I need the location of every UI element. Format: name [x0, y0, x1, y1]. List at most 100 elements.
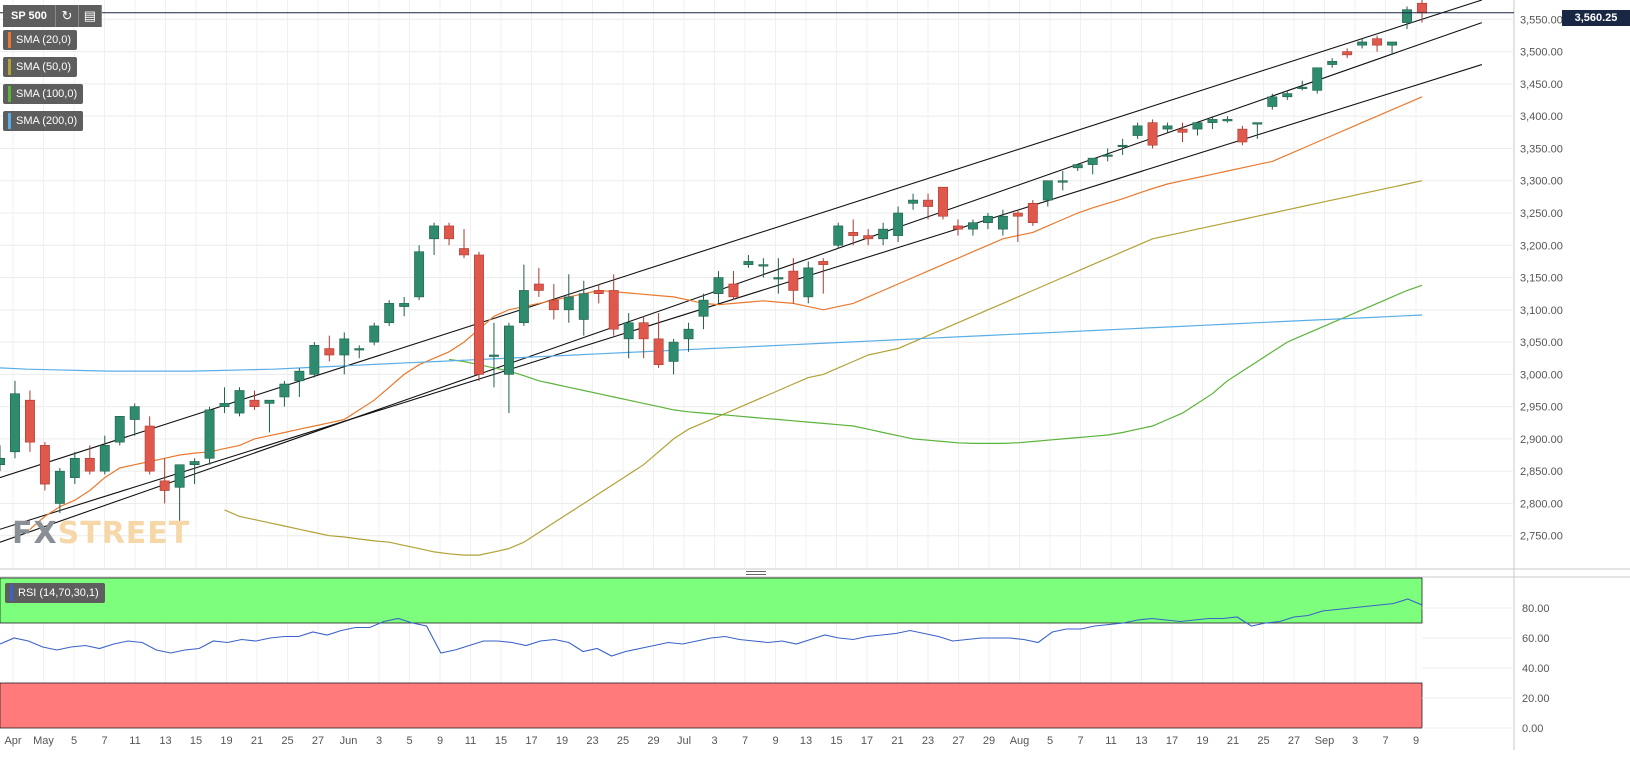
price-tick-label: 3,450.00 — [1520, 79, 1563, 91]
date-tick-label: 3 — [376, 735, 382, 747]
date-tick-label: 27 — [1288, 735, 1300, 747]
candle-body — [1177, 128, 1188, 133]
legend-swatch-sma-200 — [8, 113, 11, 129]
watermark-part2: STREET — [57, 516, 191, 551]
price-tick-label: 2,750.00 — [1520, 531, 1563, 543]
date-tick-label: May — [33, 735, 54, 747]
date-tick-label: 27 — [312, 735, 324, 747]
candle-body — [1282, 93, 1293, 98]
candle-body — [1042, 180, 1053, 201]
refresh-icon[interactable]: ↻ — [55, 5, 79, 27]
price-tick-label: 2,800.00 — [1520, 498, 1563, 510]
candle-body — [114, 416, 125, 443]
candle-body — [578, 293, 589, 320]
legend-sma-20[interactable]: SMA (20,0) — [3, 30, 78, 50]
date-tick-label: 17 — [525, 735, 537, 747]
panel-resize-handle[interactable] — [746, 569, 766, 576]
date-tick-label: 21 — [1227, 735, 1239, 747]
candle-body — [728, 283, 739, 298]
date-tick-label: 9 — [772, 735, 778, 747]
price-tick-label: 3,500.00 — [1520, 47, 1563, 59]
rsi-swatch — [10, 585, 13, 601]
price-tick-label: 3,050.00 — [1520, 337, 1563, 349]
symbol-label[interactable]: SP 500 — [3, 5, 56, 27]
candle-body — [638, 322, 649, 340]
candle-body — [99, 445, 110, 472]
date-tick-label: 25 — [1257, 735, 1269, 747]
date-tick-label: 11 — [465, 735, 476, 747]
rsi-tick-label: 60.00 — [1522, 633, 1550, 645]
legend-swatch-sma-20 — [8, 32, 11, 48]
legend-label-sma-50: SMA (50,0) — [16, 61, 72, 73]
candle-body — [623, 322, 634, 340]
candle-body — [1222, 119, 1233, 122]
price-tick-label: 2,850.00 — [1520, 466, 1563, 478]
candle-body — [234, 390, 245, 414]
date-tick-label: 15 — [830, 735, 842, 747]
candle-body — [294, 370, 305, 382]
date-tick-label: 17 — [1166, 735, 1178, 747]
candle-body — [1147, 122, 1158, 146]
candle-body — [908, 199, 919, 204]
date-tick-label: 23 — [586, 735, 598, 747]
price-tick-label: 2,950.00 — [1520, 402, 1563, 414]
candle-body — [982, 215, 993, 223]
candle-body — [249, 399, 260, 407]
date-tick-label: 9 — [437, 735, 443, 747]
candle-body — [1372, 38, 1383, 46]
date-tick-label: 25 — [617, 735, 629, 747]
candle-body — [1417, 2, 1427, 14]
candle-body — [833, 225, 844, 246]
candle-body — [1402, 9, 1412, 23]
date-tick-label: 25 — [281, 735, 293, 747]
rsi-line — [0, 598, 1423, 657]
date-tick-label: 7 — [1382, 735, 1388, 747]
candle-body — [1102, 154, 1113, 157]
candle-body — [354, 348, 365, 351]
date-tick-label: 15 — [190, 735, 202, 747]
rsi-legend[interactable]: RSI (14,70,30,1) — [5, 583, 105, 603]
candle-body — [459, 248, 469, 256]
bar-chart-icon[interactable]: ▤ — [78, 5, 102, 27]
legend-sma-200[interactable]: SMA (200,0) — [3, 111, 84, 131]
candle-body — [144, 425, 155, 472]
candle-body — [0, 457, 5, 466]
candle-body — [533, 283, 544, 291]
legend-label-sma-100: SMA (100,0) — [16, 88, 78, 100]
candle-body — [953, 225, 963, 230]
candle-body — [997, 215, 1008, 230]
legend-sma-50[interactable]: SMA (50,0) — [3, 57, 78, 77]
candle-body — [1162, 125, 1173, 130]
candle-body — [893, 212, 904, 236]
price-tick-label: 3,000.00 — [1520, 369, 1563, 381]
date-tick-label: 9 — [1413, 735, 1419, 747]
price-tick-label: 3,350.00 — [1520, 143, 1563, 155]
candle-body — [863, 235, 874, 240]
candle-body — [683, 328, 694, 340]
price-tick-label: 3,200.00 — [1520, 240, 1563, 252]
candle-body — [593, 290, 604, 294]
price-tick-label: 3,250.00 — [1520, 208, 1563, 220]
candle-body — [1207, 119, 1218, 123]
rsi-oversold-zone — [0, 682, 1423, 729]
candle-body — [69, 457, 80, 478]
candle-body — [608, 290, 619, 330]
candle-body — [1057, 180, 1068, 183]
date-tick-label: 13 — [159, 735, 171, 747]
legend-sma-100[interactable]: SMA (100,0) — [3, 84, 84, 104]
date-tick-label: Sep — [1315, 735, 1335, 747]
rsi-overbought-zone — [0, 577, 1423, 624]
legend-swatch-sma-100 — [8, 86, 11, 102]
candle-body — [174, 464, 185, 488]
candle-body — [548, 299, 559, 311]
rsi-tick-label: 20.00 — [1522, 693, 1550, 705]
date-tick-label: 11 — [1105, 735, 1116, 747]
candle-body — [414, 251, 425, 298]
sma-line — [224, 180, 1423, 556]
candle-body — [1237, 128, 1248, 143]
date-tick-label: 15 — [495, 735, 507, 747]
sma-line — [0, 314, 1423, 372]
sma-line — [449, 284, 1423, 444]
candle-body — [818, 261, 829, 265]
